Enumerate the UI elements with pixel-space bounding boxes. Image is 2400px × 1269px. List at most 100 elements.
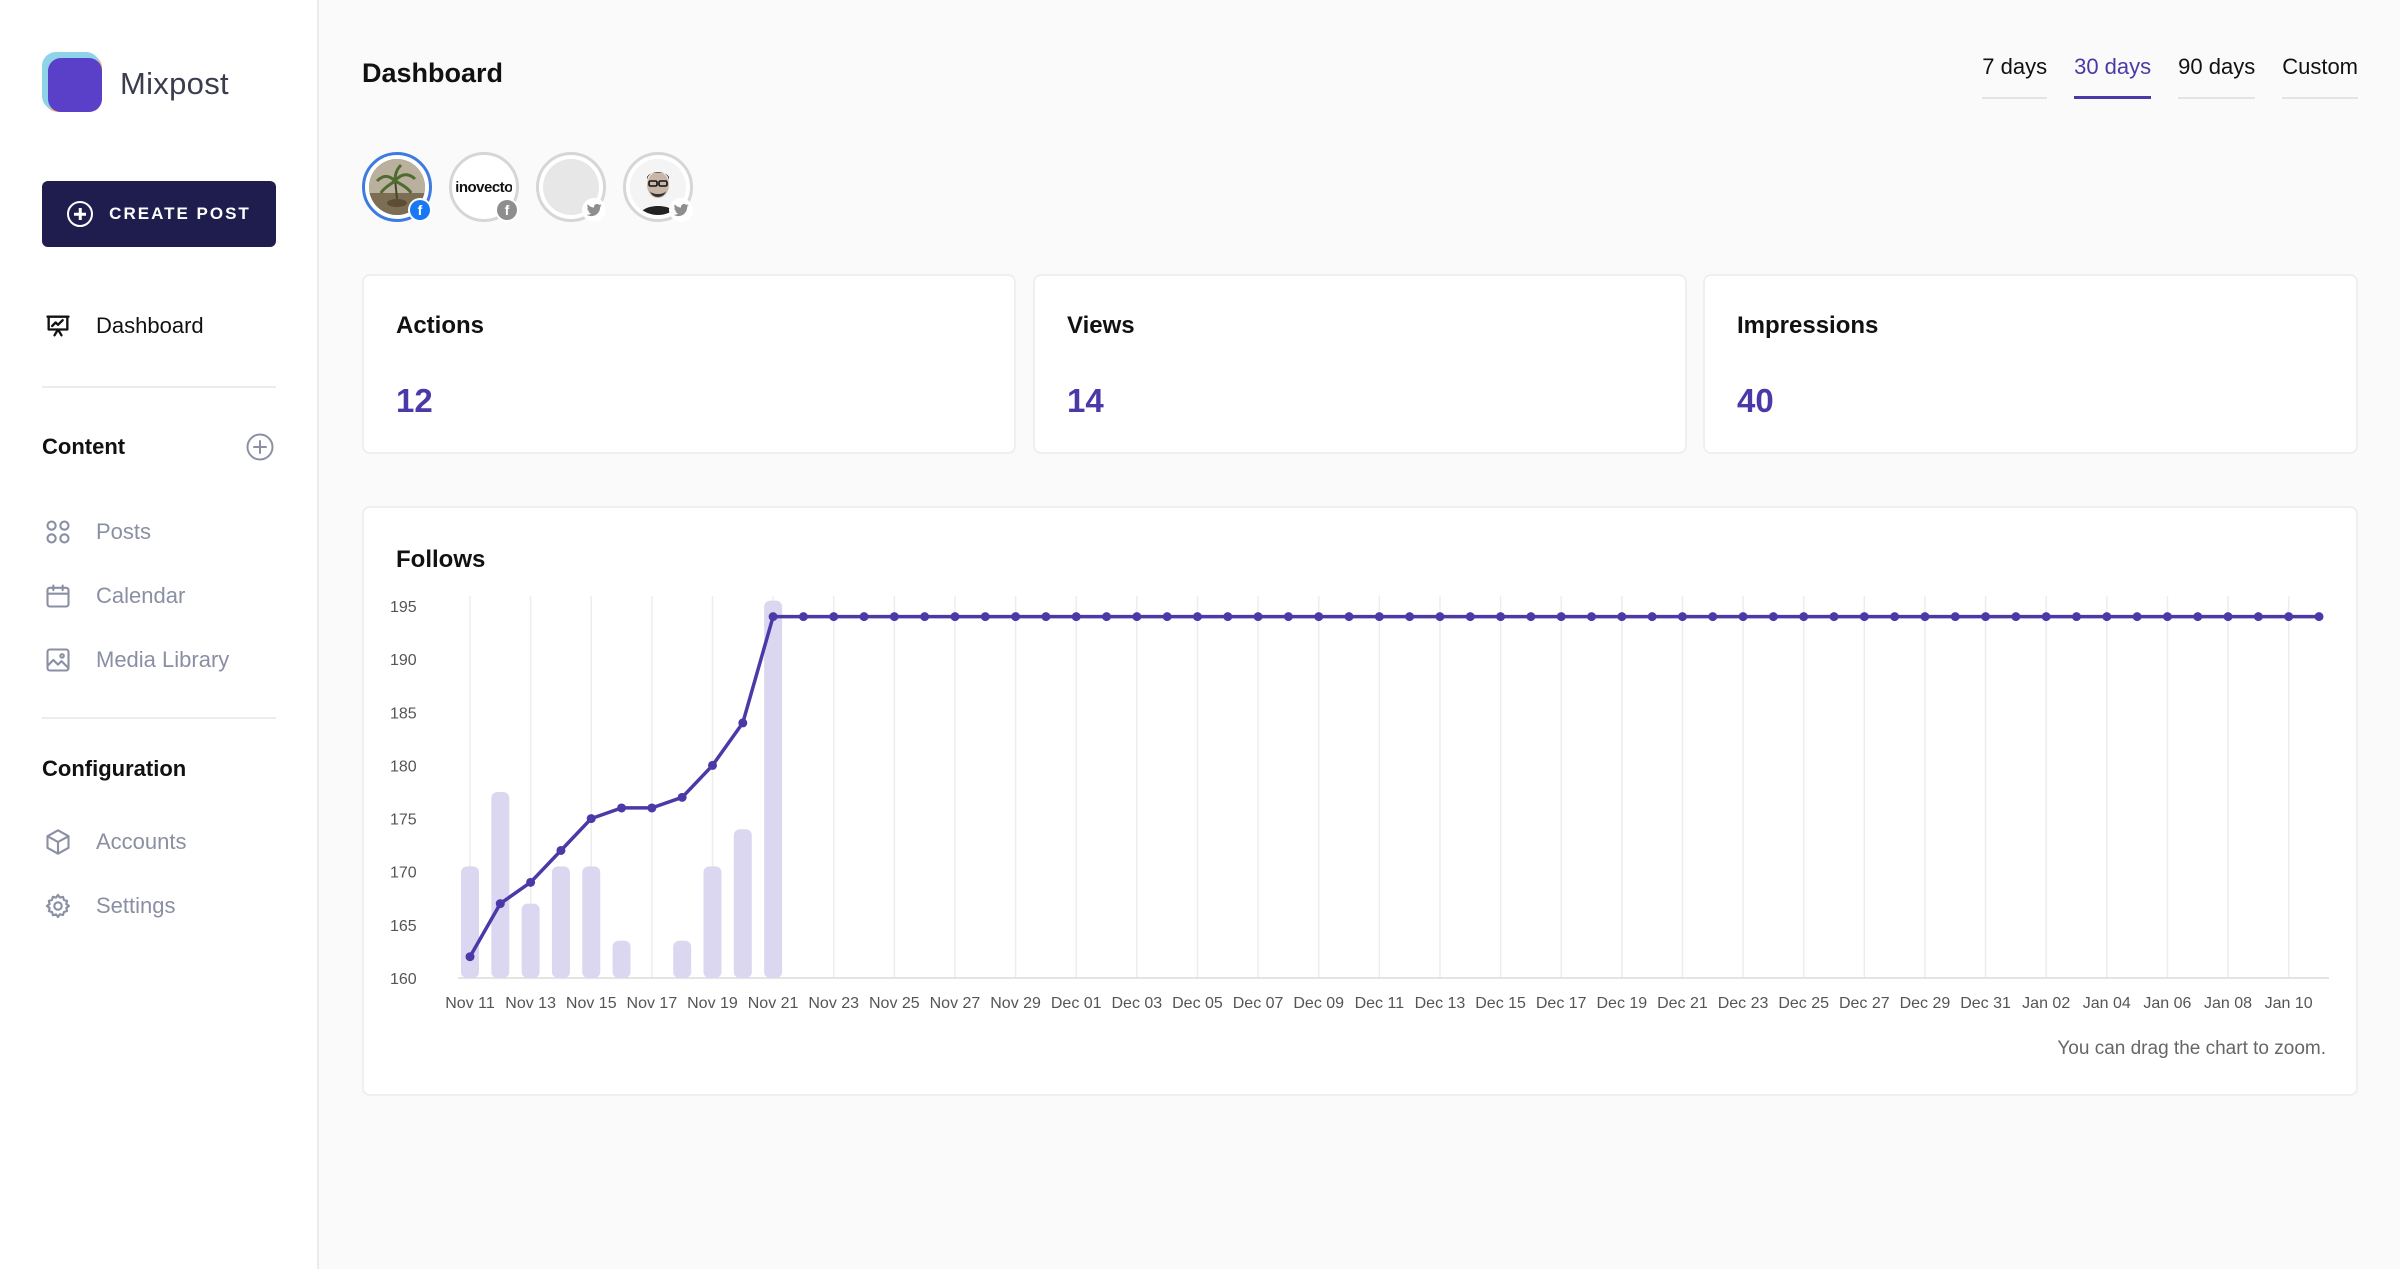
sidebar-item-settings[interactable]: Settings: [42, 890, 176, 922]
chart-point: [920, 612, 930, 622]
tab-90-days[interactable]: 90 days: [2178, 54, 2256, 99]
gear-icon: [42, 890, 74, 922]
x-tick-label: Dec 01: [1051, 995, 1102, 1012]
chart-point: [617, 803, 627, 813]
stat-label: Impressions: [1737, 312, 1879, 339]
sidebar-item-calendar[interactable]: Calendar: [42, 580, 185, 612]
chart-point: [1981, 612, 1991, 622]
chart-bar: [491, 792, 510, 978]
tab-custom[interactable]: Custom: [2282, 54, 2358, 99]
facebook-icon: f: [495, 198, 519, 222]
follows-chart-card: Follows 160 165 170 175 180 185 190 195 Nov 11 No…: [362, 506, 2358, 1096]
y-tick-label: 160: [390, 971, 417, 988]
account-avatar[interactable]: [536, 152, 606, 222]
grid-icon: [42, 516, 74, 548]
add-content-button[interactable]: [245, 432, 275, 462]
chart-point: [798, 612, 808, 622]
create-post-button[interactable]: CREATE POST: [42, 181, 276, 247]
chart-point: [1677, 612, 1687, 622]
x-tick-label: Dec 21: [1657, 995, 1708, 1012]
stat-label: Views: [1067, 312, 1135, 339]
stat-value: 14: [1067, 382, 1104, 419]
x-tick-label: Dec 03: [1112, 995, 1163, 1012]
chart-point: [1647, 612, 1657, 622]
chart-bar: [764, 600, 783, 978]
sidebar-divider: [42, 717, 276, 719]
x-tick-label: Nov 21: [748, 995, 799, 1012]
calendar-icon: [42, 580, 74, 612]
chart-point: [2314, 612, 2324, 622]
chart-bar: [733, 829, 752, 978]
x-tick-label: Nov 17: [627, 995, 678, 1012]
chart-point: [1587, 612, 1597, 622]
chart-point: [1708, 612, 1718, 622]
y-tick-label: 195: [390, 599, 417, 616]
sidebar: Mixpost CREATE POST Dashboard Content Po…: [0, 0, 319, 1269]
stat-label: Actions: [396, 312, 485, 339]
content-section-title: Content: [42, 434, 126, 459]
y-tick-label: 170: [390, 865, 417, 882]
x-tick-label: Nov 27: [930, 995, 981, 1012]
chart-point: [1920, 612, 1930, 622]
sidebar-item-media-library[interactable]: Media Library: [42, 644, 229, 676]
tab-7-days[interactable]: 7 days: [1982, 54, 2048, 99]
chart-hint: You can drag the chart to zoom.: [2057, 1038, 2326, 1059]
chart-series-line: [468, 614, 2319, 958]
avatar-image: [630, 159, 686, 215]
x-tick-label: Nov 11: [445, 995, 495, 1012]
tab-30-days[interactable]: 30 days: [2074, 54, 2152, 99]
chart-point: [1011, 612, 1021, 622]
x-tick-label: Dec 31: [1960, 995, 2011, 1012]
plus-circle-icon: [67, 201, 94, 227]
chart-point: [1465, 612, 1475, 622]
date-range-tabs: 7 days 30 days 90 days Custom: [1982, 54, 2358, 99]
chart-point: [859, 612, 869, 622]
x-tick-label: Jan 08: [2204, 995, 2252, 1012]
x-tick-label: Jan 04: [2083, 995, 2131, 1012]
chart-point: [556, 845, 566, 855]
configuration-section-title: Configuration: [42, 756, 187, 781]
sidebar-item-accounts[interactable]: Accounts: [42, 826, 187, 858]
chart-point: [586, 814, 596, 824]
sidebar-item-label: Posts: [96, 519, 152, 544]
chart-point: [829, 612, 839, 622]
chart-point: [1950, 612, 1960, 622]
chart-point: [677, 792, 687, 802]
sidebar-item-label: Dashboard: [96, 313, 204, 338]
stat-card-views: Views 14: [1033, 274, 1687, 454]
chart-point: [2132, 612, 2142, 622]
account-avatar[interactable]: [623, 152, 693, 222]
create-post-label: CREATE POST: [109, 204, 251, 223]
x-tick-label: Dec 09: [1293, 995, 1344, 1012]
cube-icon: [42, 826, 74, 858]
chart-bar: [461, 866, 479, 978]
chart-point: [1374, 612, 1384, 622]
chart-bar: [521, 903, 540, 978]
chart-point: [768, 612, 778, 622]
chart-point: [1192, 612, 1202, 622]
app-logo[interactable]: Mixpost: [42, 52, 229, 116]
chart-point: [2162, 612, 2172, 622]
follows-chart[interactable]: 160 165 170 175 180 185 190 195 Nov 11 Nov 13 Nov …: [364, 586, 2356, 1086]
chart-point: [495, 899, 505, 909]
x-tick-label: Jan 02: [2022, 995, 2070, 1012]
sidebar-item-dashboard[interactable]: Dashboard: [42, 310, 204, 342]
sidebar-item-label: Media Library: [96, 647, 230, 672]
page-title: Dashboard: [362, 58, 504, 88]
chart-point: [1071, 612, 1081, 622]
chart-point: [1617, 612, 1627, 622]
plus-circle-icon: [246, 433, 274, 461]
account-avatar[interactable]: f: [362, 152, 432, 222]
y-tick-label: 180: [390, 758, 417, 775]
chart-point: [2011, 612, 2021, 622]
y-tick-label: 190: [390, 652, 417, 669]
account-avatar[interactable]: inovecto f: [449, 152, 519, 222]
x-tick-label: Nov 19: [687, 995, 738, 1012]
chart-point: [1041, 612, 1051, 622]
chart-point: [2284, 612, 2294, 622]
chart-point: [1314, 612, 1324, 622]
x-tick-label: Jan 06: [2143, 995, 2191, 1012]
chart-point: [1799, 612, 1809, 622]
sidebar-item-posts[interactable]: Posts: [42, 516, 151, 548]
facebook-icon: f: [408, 198, 432, 222]
